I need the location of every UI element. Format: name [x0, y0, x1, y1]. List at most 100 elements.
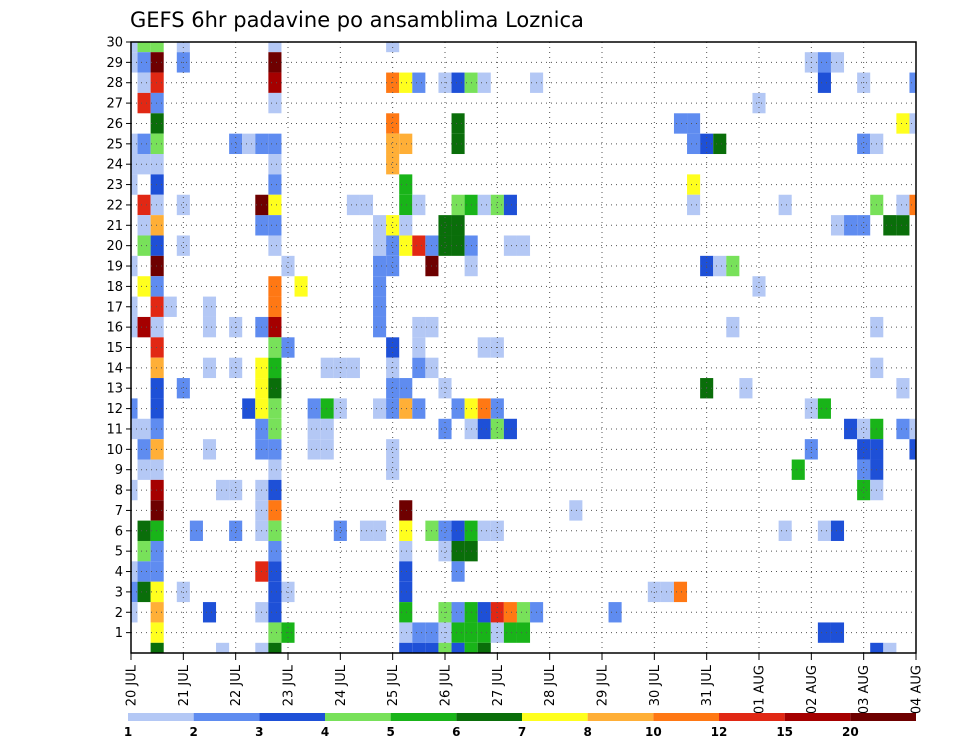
heatmap-cell: [268, 439, 282, 460]
heatmap-cell: [150, 154, 164, 175]
heatmap-cell: [268, 540, 282, 562]
heatmap-cell: [451, 622, 465, 643]
heatmap-cell: [909, 439, 916, 460]
heatmap-cell: [131, 316, 138, 338]
heatmap-cell: [150, 174, 164, 195]
heatmap-cell: [451, 398, 465, 419]
y-tick-label: 30: [106, 36, 123, 51]
heatmap-cell: [503, 602, 517, 623]
heatmap-cell: [490, 194, 504, 216]
heatmap-cell: [399, 133, 413, 155]
heatmap-cell: [438, 540, 452, 562]
heatmap-cell: [333, 398, 347, 419]
heatmap-cell: [412, 194, 426, 216]
heatmap-cell: [857, 479, 871, 501]
y-axis-ticks: 1234567891011121314151617181920212223242…: [106, 36, 131, 641]
y-tick-label: 28: [106, 76, 123, 91]
heatmap-cell: [229, 133, 243, 155]
heatmap-cell: [268, 215, 282, 236]
heatmap-cell: [150, 52, 164, 73]
heatmap-cell: [268, 622, 282, 643]
heatmap-cell: [131, 174, 138, 195]
heatmap-cell: [451, 133, 465, 155]
y-tick-label: 3: [115, 585, 123, 600]
heatmap-cell: [268, 194, 282, 216]
heatmap-cell: [673, 581, 688, 603]
legend-tick-label: 5: [386, 725, 394, 739]
x-tick-label: 01 AUG: [753, 665, 768, 714]
heatmap-cell: [857, 215, 871, 236]
y-tick-label: 9: [115, 463, 123, 478]
heatmap-cell: [425, 642, 439, 653]
heatmap-cell: [281, 581, 295, 603]
legend-color-swatch: [719, 713, 785, 721]
heatmap-cell: [870, 642, 884, 653]
heatmap-cell: [713, 133, 727, 155]
heatmap-cell: [268, 479, 282, 501]
heatmap-cell: [150, 561, 164, 582]
heatmap-cell: [830, 215, 845, 236]
legend-color-swatch: [784, 713, 851, 721]
legend-color-swatch: [522, 713, 588, 721]
heatmap-cell: [137, 52, 151, 73]
heatmap-cell: [268, 235, 282, 256]
heatmap-cell: [150, 622, 164, 643]
heatmap-cell: [268, 398, 282, 419]
legend-tick-label: 10: [645, 725, 662, 739]
x-tick-label: 04 AUG: [910, 665, 925, 714]
heatmap-cell: [268, 459, 282, 480]
heatmap-cell: [490, 418, 504, 440]
heatmap-cell: [399, 72, 413, 93]
y-tick-label: 26: [106, 117, 123, 132]
x-tick-label: 03 AUG: [857, 665, 872, 714]
heatmap-cell: [150, 581, 164, 603]
heatmap-cell: [896, 378, 910, 399]
heatmap-cell: [857, 418, 871, 440]
heatmap-cell: [687, 174, 701, 195]
heatmap-cell: [131, 42, 138, 53]
legend-tick-label: 12: [711, 725, 728, 739]
legend-color-swatch: [850, 713, 916, 721]
heatmap-cell: [150, 459, 164, 480]
heatmap-cell: [307, 398, 321, 419]
y-tick-label: 22: [106, 198, 123, 213]
heatmap-cell: [726, 255, 740, 277]
heatmap-cell: [268, 561, 282, 582]
x-tick-label: 30 JUL: [648, 664, 663, 706]
heatmap-cell: [909, 72, 916, 93]
legend-tick-label: 3: [255, 725, 263, 739]
heatmap-cell: [268, 154, 282, 175]
heatmap-cell: [373, 276, 387, 297]
heatmap-cell: [386, 398, 400, 419]
heatmap-cell: [451, 602, 465, 623]
heatmap-cell: [399, 602, 413, 623]
heatmap-cell: [137, 72, 151, 93]
heatmap-cell: [373, 520, 387, 541]
y-tick-label: 8: [115, 484, 123, 499]
heatmap-cell: [896, 194, 910, 216]
heatmap-cell: [503, 418, 517, 440]
heatmap-cell: [150, 235, 164, 256]
legend-tick-label: 20: [842, 725, 859, 739]
legend-color-swatch: [193, 713, 260, 721]
heatmap-cell: [268, 52, 282, 73]
heatmap-cell: [373, 215, 387, 236]
y-tick-label: 21: [106, 219, 123, 234]
heatmap-cell: [137, 316, 151, 338]
heatmap-cell: [687, 113, 701, 134]
heatmap-cell: [137, 540, 151, 562]
heatmap-cell: [150, 194, 164, 216]
heatmap-cell: [137, 215, 151, 236]
legend-tick-label: 2: [189, 725, 197, 739]
heatmap-cell: [150, 72, 164, 93]
heatmap-cell: [268, 296, 282, 317]
heatmap-cell: [673, 113, 688, 134]
heatmap-cell: [268, 316, 282, 338]
heatmap-cell: [412, 235, 426, 256]
heatmap-cell: [176, 194, 190, 216]
heatmap-cell: [464, 642, 478, 653]
legend-color-swatch: [259, 713, 325, 721]
heatmap-cell: [150, 378, 164, 399]
heatmap-cell: [150, 276, 164, 297]
